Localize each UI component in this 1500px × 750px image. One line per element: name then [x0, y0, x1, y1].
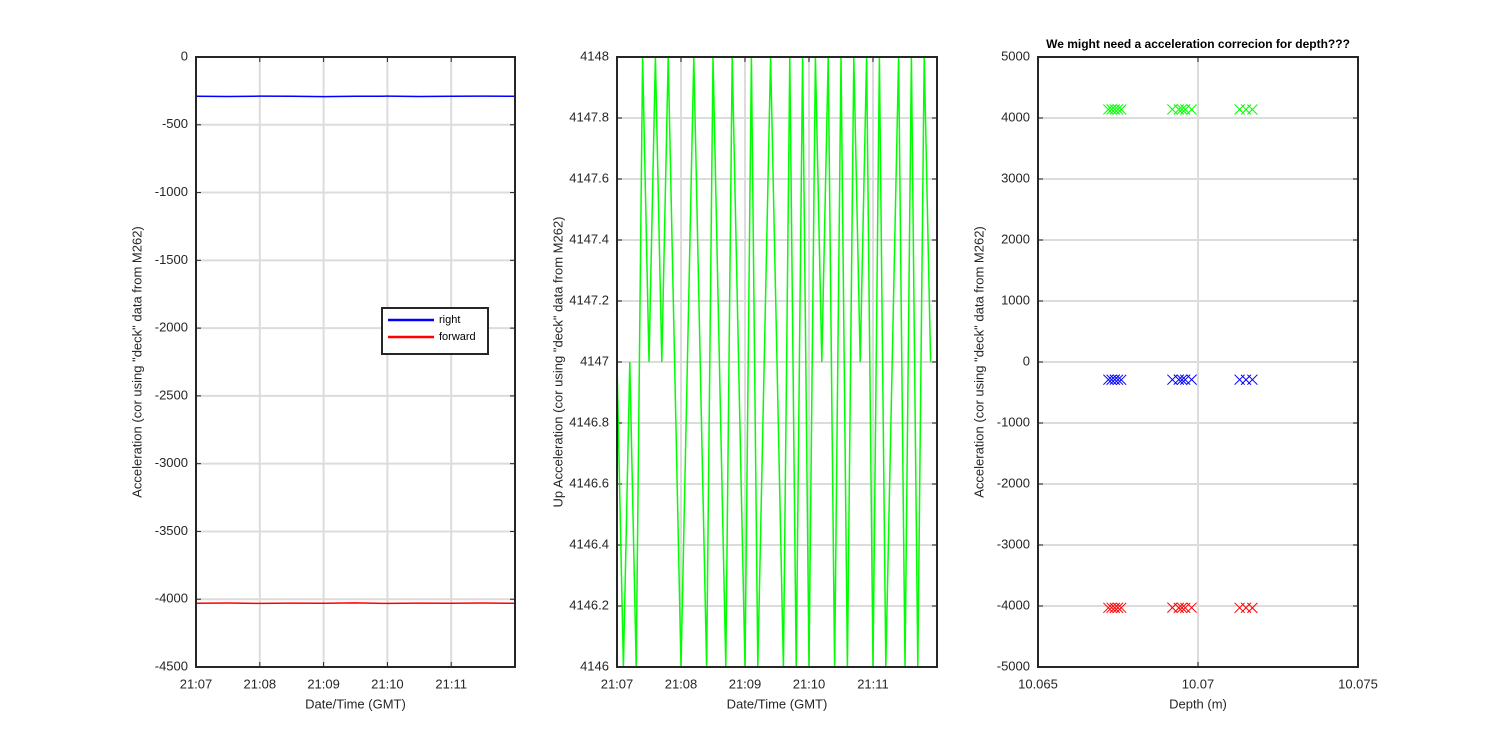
marker-stroke — [1112, 104, 1124, 115]
axes-box — [1037, 56, 1359, 668]
y-tick-label: -1500 — [155, 252, 188, 267]
axes-box — [616, 56, 938, 668]
marker-stroke — [1186, 374, 1197, 385]
axes-box — [195, 56, 516, 668]
x-axis-label: Depth (m) — [1169, 696, 1227, 711]
y-tick-label: -4000 — [155, 591, 188, 606]
legend-label: forward — [439, 331, 476, 343]
x-tick-label: 21:09 — [729, 676, 762, 691]
x-tick-label: 10.075 — [1338, 676, 1378, 691]
y-tick-label: -3500 — [155, 523, 188, 538]
x-tick-label: 21:08 — [665, 676, 698, 691]
y-tick-label: -4000 — [997, 597, 1030, 612]
marker — [1176, 103, 1188, 115]
marker-stroke — [1176, 103, 1188, 115]
marker-stroke — [1186, 602, 1197, 614]
legend-label: right — [439, 314, 460, 326]
marker-stroke — [1115, 374, 1127, 386]
x-tick-label: 10.07 — [1182, 676, 1215, 691]
y-tick-label: -5000 — [997, 658, 1030, 673]
y-tick-label: -2500 — [155, 387, 188, 402]
marker-stroke — [1186, 104, 1197, 115]
y-tick-label: 4147 — [580, 353, 609, 368]
data-line — [616, 56, 932, 668]
marker-stroke — [1176, 374, 1188, 386]
marker — [1176, 602, 1188, 614]
marker — [1115, 104, 1127, 115]
y-tick-label: -2000 — [155, 320, 188, 335]
marker — [1115, 602, 1127, 614]
marker-stroke — [1112, 374, 1124, 386]
x-tick-label: 21:10 — [371, 676, 404, 691]
y-axis-label: Acceleration (cor using "deck" data from… — [971, 226, 986, 498]
axes-background — [196, 57, 515, 667]
marker — [1186, 602, 1197, 614]
y-tick-label: 4146.4 — [569, 536, 609, 551]
chart-title: We might need a acceleration correcion f… — [1046, 37, 1350, 51]
y-tick-label: -3000 — [155, 455, 188, 470]
data-line — [195, 602, 516, 605]
y-tick-label: 4147.2 — [569, 292, 609, 307]
y-tick-label: 3000 — [1001, 170, 1030, 185]
marker — [1112, 602, 1124, 614]
x-tick-label: 21:11 — [857, 676, 889, 691]
y-tick-label: 0 — [1023, 353, 1030, 368]
marker — [1112, 104, 1124, 115]
y-tick-label: -2000 — [997, 475, 1030, 490]
marker — [1247, 602, 1258, 614]
y-tick-label: 4148 — [580, 48, 609, 63]
x-tick-label: 21:08 — [244, 676, 277, 691]
marker-stroke — [1247, 104, 1258, 115]
y-tick-label: 2000 — [1001, 231, 1030, 246]
marker — [1247, 374, 1258, 386]
marker — [1247, 104, 1258, 115]
y-tick-label: 4146.2 — [569, 597, 609, 612]
y-tick-label: 4146 — [580, 658, 609, 673]
y-tick-label: 4146.8 — [569, 414, 609, 429]
marker — [1186, 104, 1197, 115]
x-tick-label: 21:07 — [180, 676, 213, 691]
marker — [1186, 374, 1197, 385]
y-tick-label: 4000 — [1001, 109, 1030, 124]
y-tick-label: 4147.8 — [569, 109, 609, 124]
y-tick-label: 4147.4 — [569, 231, 609, 246]
x-tick-label: 21:07 — [601, 676, 634, 691]
y-tick-label: -3000 — [997, 536, 1030, 551]
y-tick-label: 4146.6 — [569, 475, 609, 490]
marker-stroke — [1115, 104, 1127, 115]
legend-box — [381, 307, 489, 355]
marker-stroke — [1176, 602, 1188, 614]
y-tick-label: 0 — [181, 48, 188, 63]
marker — [1112, 374, 1124, 386]
marker — [1115, 374, 1127, 386]
y-tick-label: 5000 — [1001, 48, 1030, 63]
marker — [1176, 374, 1188, 386]
y-tick-label: -4500 — [155, 658, 188, 673]
marker-stroke — [1247, 602, 1258, 614]
marker-stroke — [1112, 602, 1124, 614]
x-tick-label: 21:10 — [793, 676, 826, 691]
x-axis-label: Date/Time (GMT) — [305, 696, 406, 711]
y-tick-label: 4147.6 — [569, 170, 609, 185]
x-tick-label: 21:09 — [307, 676, 340, 691]
y-tick-label: 1000 — [1001, 292, 1030, 307]
marker-stroke — [1247, 374, 1258, 386]
x-axis-label: Date/Time (GMT) — [727, 696, 828, 711]
y-tick-label: -500 — [162, 116, 188, 131]
x-tick-label: 10.065 — [1018, 676, 1058, 691]
y-tick-label: -1000 — [997, 414, 1030, 429]
y-axis-label: Up Acceleration (cor using "deck" data f… — [550, 216, 565, 507]
marker-stroke — [1115, 602, 1127, 614]
y-axis-label: Acceleration (cor using "deck" data from… — [129, 226, 144, 498]
y-tick-label: -1000 — [155, 184, 188, 199]
x-tick-label: 21:11 — [435, 676, 467, 691]
